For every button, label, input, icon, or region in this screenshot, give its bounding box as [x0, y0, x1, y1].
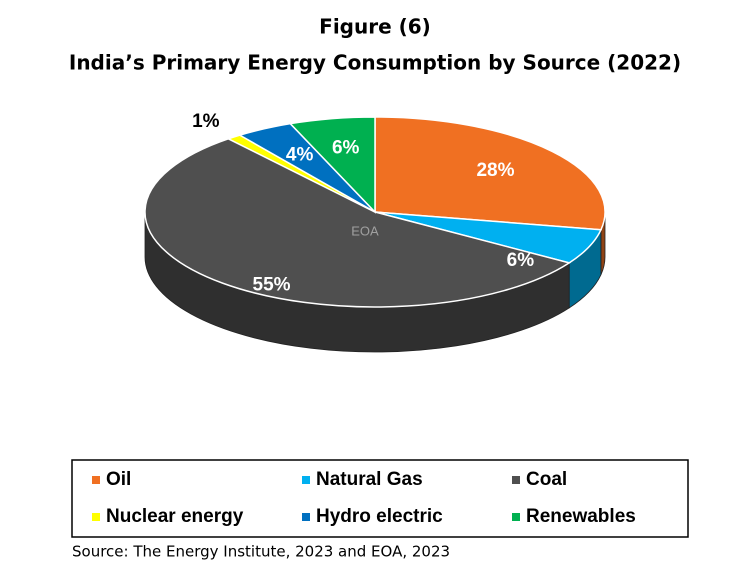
data-label: 6%	[332, 138, 360, 159]
legend-swatch	[512, 513, 520, 521]
chart-subtitle: India’s Primary Energy Consumption by So…	[69, 51, 681, 75]
legend-swatch	[302, 513, 310, 521]
legend-label: Oil	[106, 469, 131, 490]
legend-swatch	[92, 476, 100, 484]
legend-label: Nuclear energy	[106, 506, 244, 527]
data-label: 55%	[253, 274, 291, 295]
legend-label: Natural Gas	[316, 469, 423, 490]
data-label: 4%	[286, 144, 314, 165]
data-label: 6%	[507, 250, 535, 271]
watermark: EOA	[351, 223, 379, 238]
legend-label: Renewables	[526, 506, 636, 527]
legend-label: Coal	[526, 469, 567, 490]
pie-slice	[288, 116, 376, 214]
pie: 28% 6% 55% 1% 4% 6%	[144, 111, 606, 353]
legend-swatch	[512, 476, 520, 484]
pie-slice	[144, 137, 572, 308]
source-note: Source: The Energy Institute, 2023 and E…	[72, 543, 450, 561]
data-label: 1%	[192, 111, 220, 132]
legend-swatch	[302, 476, 310, 484]
legend: Oil Natural Gas Coal Nuclear energy Hydro el…	[92, 469, 636, 527]
legend-box	[71, 459, 689, 538]
pie-slice	[374, 116, 606, 231]
data-label: 28%	[476, 160, 514, 181]
chart-title: Figure (6)	[319, 15, 431, 39]
legend-swatch	[92, 513, 100, 521]
legend-label: Hydro electric	[316, 506, 443, 527]
